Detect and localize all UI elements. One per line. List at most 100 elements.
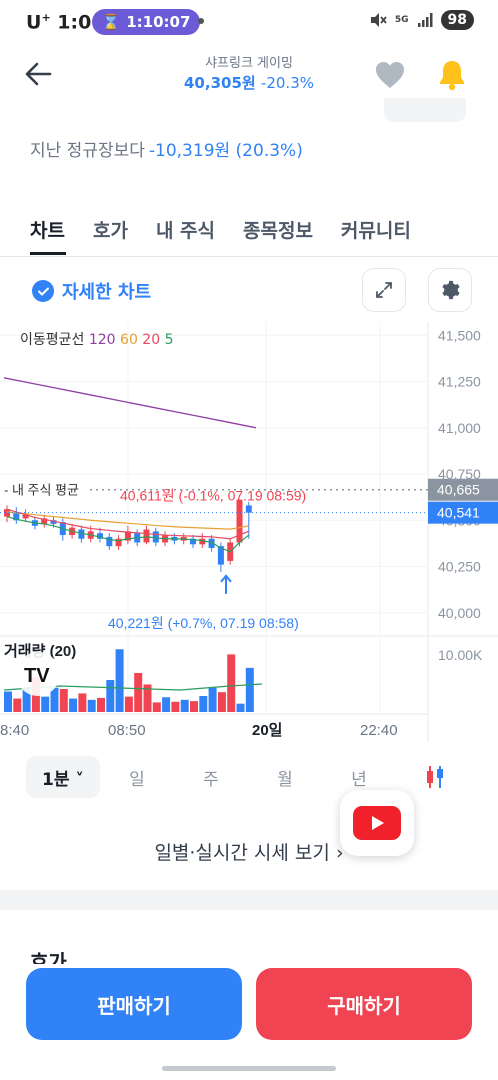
period-3[interactable]: 월	[277, 769, 293, 790]
status-icons: 5G 98	[369, 10, 474, 30]
section-separator	[0, 890, 498, 910]
chevron-right-icon: ›	[335, 842, 344, 864]
detail-chart-label: 자세한 차트	[62, 282, 152, 303]
y-tick-label: 40,750	[438, 466, 481, 482]
sell-button[interactable]: 판매하기	[26, 968, 242, 1040]
chart-toggle-button[interactable]	[384, 98, 466, 122]
period-1[interactable]: 일	[129, 769, 145, 790]
mute-icon	[370, 13, 387, 27]
volume-bar	[171, 701, 180, 712]
volume-bar	[134, 672, 143, 712]
tab-4[interactable]: 커뮤니티	[340, 220, 411, 242]
current-price-tag-bg	[428, 501, 498, 524]
candle-body	[13, 512, 20, 521]
tab-3[interactable]: 종목정보	[243, 220, 313, 242]
volume-bar	[236, 703, 245, 712]
candle-body	[152, 531, 159, 543]
settings-button[interactable]	[428, 268, 472, 312]
volume-bar	[59, 688, 68, 712]
moving-average-legend: 이동평균선 120 60 20 5	[20, 329, 173, 349]
home-indicator[interactable]	[162, 1066, 336, 1071]
volume-bar	[78, 693, 87, 712]
status-bar: U+ 1:06 ⌛ 1:10:07 5G 98	[0, 0, 498, 44]
y-tick-label: 41,250	[438, 374, 481, 390]
volume-bar	[50, 687, 59, 712]
x-tick-label: 08:50	[108, 722, 146, 739]
candle-body	[97, 533, 103, 539]
my-average-label: - 내 주식 평균	[4, 483, 79, 498]
heart-icon[interactable]	[374, 60, 406, 90]
volume-bar	[162, 697, 171, 712]
tab-0[interactable]: 차트	[30, 220, 65, 242]
timer-pill[interactable]: ⌛ 1:10:07	[92, 9, 200, 35]
tab-1[interactable]: 호가	[92, 220, 128, 242]
current-price-tag: 40,541	[437, 505, 480, 521]
y-tick-label: 40,000	[438, 605, 481, 621]
hourglass-icon: ⌛	[101, 13, 121, 31]
y-tick-label: 41,500	[438, 327, 481, 343]
notification-dot	[198, 18, 204, 24]
period-selector: 1분 ˅ 일 주 월 년	[26, 756, 476, 798]
volume-bar	[245, 667, 254, 712]
candle-body	[115, 538, 122, 547]
ma5-line	[6, 515, 250, 553]
candle-body	[217, 546, 224, 565]
signal-icon	[417, 13, 433, 27]
avg-price-tag: 40,665	[437, 482, 480, 498]
tab-2[interactable]: 내 주식	[155, 220, 215, 242]
tradingview-logo: TV	[24, 665, 50, 687]
stock-chart[interactable]: 41,50041,25041,00040,75040,50040,25040,0…	[0, 322, 498, 742]
expand-button[interactable]	[362, 268, 406, 312]
youtube-floating-button[interactable]	[340, 790, 414, 856]
candle-body	[208, 538, 215, 548]
candle-body	[4, 509, 10, 517]
tradingview-logo-bg	[16, 652, 60, 696]
period-4[interactable]: 년	[351, 769, 367, 790]
ma120-line	[3, 377, 257, 429]
volume-bar	[87, 699, 96, 712]
stock-name: 샤프링크 게이밍	[205, 56, 293, 71]
volume-bar	[208, 687, 217, 712]
volume-label: 거래량 (20)	[4, 642, 76, 660]
youtube-icon	[353, 806, 401, 840]
volume-bar	[190, 701, 198, 712]
ma-period-5: 5	[164, 332, 174, 348]
x-tick-label: 8:40	[0, 722, 29, 739]
candle-body	[78, 529, 85, 539]
bell-icon[interactable]	[436, 58, 468, 92]
tab-underline	[30, 252, 66, 255]
volume-bar	[4, 691, 12, 712]
hoga-heading: 호가	[30, 950, 67, 964]
candlestick-type-icon[interactable]	[424, 764, 446, 790]
volume-bar	[124, 696, 133, 712]
volume-bar	[106, 680, 115, 712]
volume-bar	[180, 699, 189, 712]
ma60-line	[6, 511, 249, 530]
low-arrow-icon	[220, 574, 232, 594]
daily-realtime-link[interactable]: 일별·실시간 시세 보기 ›	[154, 842, 344, 864]
buy-button[interactable]: 구매하기	[256, 968, 472, 1040]
detail-chart-toggle[interactable]: 자세한 차트	[32, 278, 151, 304]
prev-close-change: 지난 정규장보다 -10,319원 (20.3%)	[30, 141, 303, 161]
volume-bar	[227, 654, 236, 712]
y-tick-label: 41,000	[438, 420, 481, 436]
gear-icon	[442, 280, 460, 300]
period-2[interactable]: 주	[203, 769, 219, 790]
x-tick-label: 22:40	[360, 722, 398, 739]
check-icon	[32, 280, 54, 302]
avg-price-tag-bg	[428, 478, 498, 501]
candle-body	[190, 538, 196, 545]
candle-body	[124, 531, 131, 541]
ma-period-60: 60	[120, 332, 143, 348]
candle-body	[41, 518, 48, 524]
ma-period-20: 20	[142, 332, 165, 348]
tab-bar: 차트 호가 내 주식 종목정보 커뮤니티	[30, 216, 411, 243]
candle-body	[236, 499, 243, 543]
period-0[interactable]: 1분 ˅	[26, 756, 100, 798]
volume-bar	[97, 697, 105, 712]
ma-label: 이동평균선	[20, 332, 89, 348]
divider	[0, 256, 498, 257]
back-arrow-icon[interactable]	[22, 58, 54, 90]
candle-body	[245, 505, 252, 513]
volume-bar	[199, 696, 208, 712]
